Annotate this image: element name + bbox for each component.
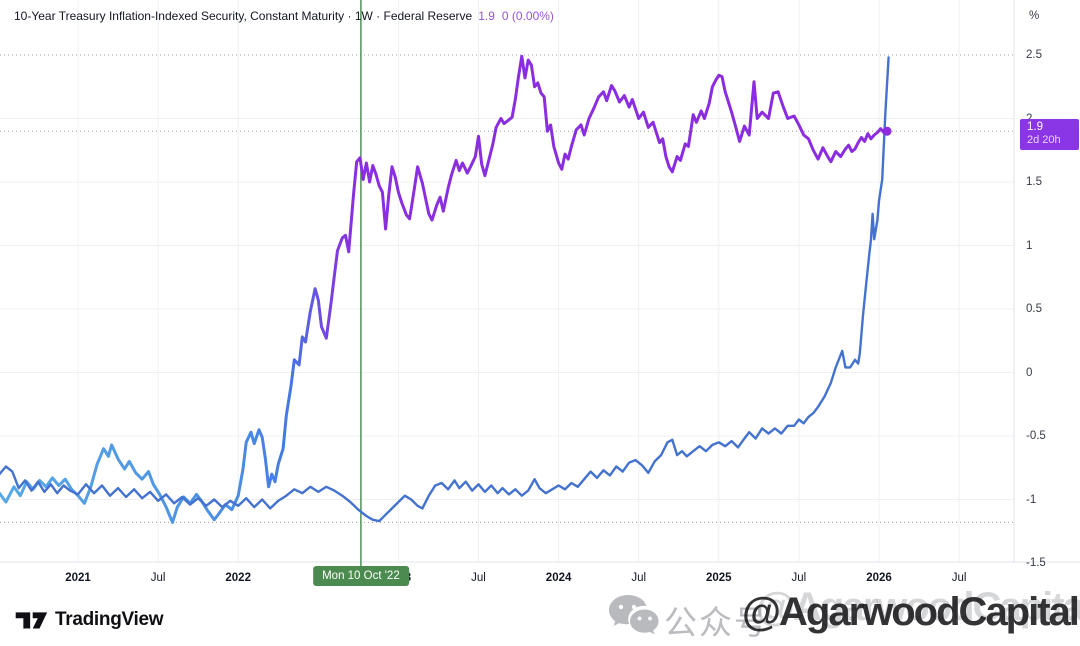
last-value: 1.9 bbox=[478, 9, 495, 23]
time-scale-label: 2025 bbox=[706, 572, 732, 584]
price-scale-unit: % bbox=[1029, 10, 1040, 22]
time-scale-label: Jul bbox=[150, 572, 166, 584]
last-price-dot bbox=[882, 126, 892, 136]
time-scale-label: Jul bbox=[471, 572, 486, 584]
price-scale-label: 2.5 bbox=[1026, 49, 1042, 61]
bar-countdown: 2d 20h bbox=[1027, 134, 1061, 146]
date-marker-badge: Mon 10 Oct '22 bbox=[313, 566, 409, 586]
last-price-value: 1.9 bbox=[1027, 121, 1043, 133]
series-line-1[interactable] bbox=[0, 56, 890, 523]
time-scale-label: Jul bbox=[951, 572, 967, 584]
price-scale-label: 2 bbox=[1026, 113, 1032, 125]
price-scale-label: -1 bbox=[1026, 493, 1037, 506]
last-price-label: 1.9 2d 20h bbox=[1020, 119, 1079, 150]
series-line-0[interactable] bbox=[0, 54, 889, 524]
tradingview-logo[interactable]: TradingView bbox=[14, 606, 164, 634]
price-scale-label: 1.5 bbox=[1026, 176, 1042, 188]
price-scale-label: 0.5 bbox=[1026, 303, 1042, 315]
price-scale-label: 0 bbox=[1026, 366, 1033, 379]
time-scale-label: 2024 bbox=[545, 572, 572, 584]
price-scale-label: -0.5 bbox=[1026, 430, 1046, 442]
time-scale-label: Jul bbox=[631, 572, 647, 584]
time-scale-label: 2022 bbox=[225, 572, 251, 584]
price-scale-label: -1.5 bbox=[1026, 557, 1046, 569]
time-scale-label: 2026 bbox=[866, 572, 892, 584]
price-scale-label: 1 bbox=[1026, 239, 1033, 252]
time-scale-label: Jul bbox=[791, 572, 807, 584]
tradingview-logo-icon bbox=[15, 612, 48, 629]
tradingview-logo-text: TradingView bbox=[55, 609, 164, 630]
series-title: 10-Year Treasury Inflation-Indexed Secur… bbox=[14, 9, 473, 23]
time-scale-label: 2021 bbox=[65, 572, 91, 584]
change-value: 0 (0.00%) bbox=[501, 9, 554, 23]
series-legend[interactable]: 10-Year Treasury Inflation-Indexed Secur… bbox=[14, 9, 554, 23]
